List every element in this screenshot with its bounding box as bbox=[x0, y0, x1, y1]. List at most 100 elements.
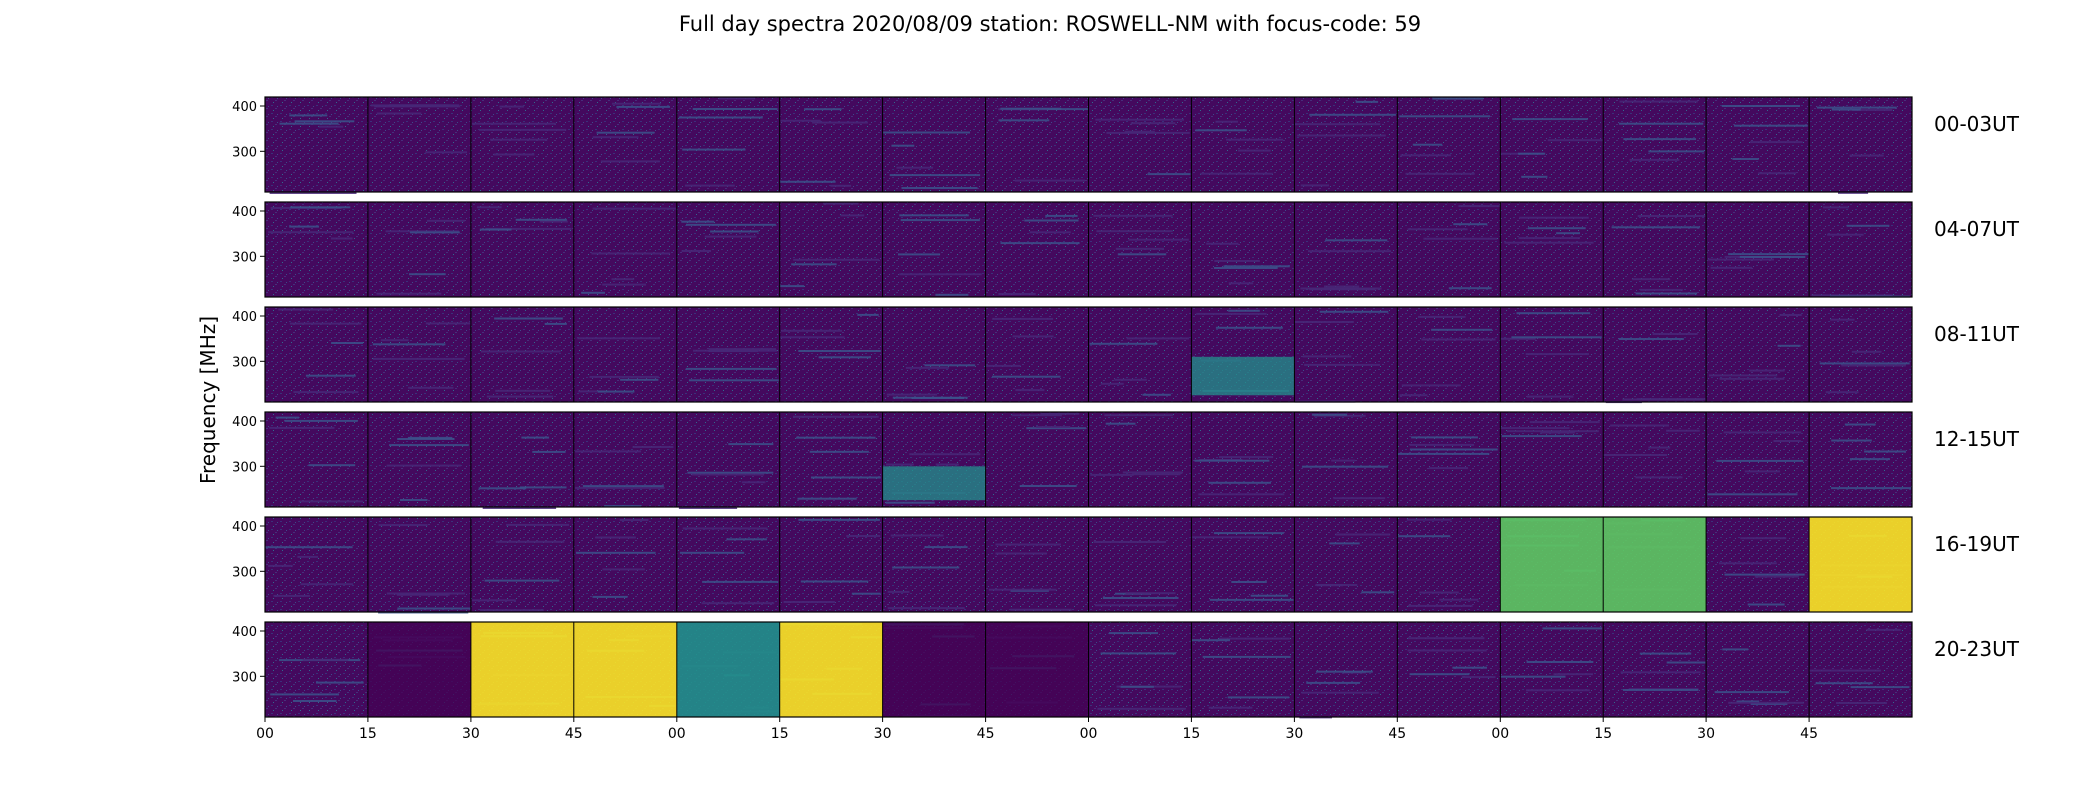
spectra-streak bbox=[1238, 149, 1271, 152]
spectra-streak bbox=[1838, 191, 1869, 194]
spectra-streak bbox=[372, 343, 446, 346]
spectra-streak bbox=[1648, 150, 1705, 153]
y-tick-label: 300 bbox=[232, 670, 257, 685]
spectra-streak bbox=[575, 450, 642, 453]
spectra-row: 400 300 00-03UT bbox=[232, 96, 2020, 194]
spectra-streak bbox=[1504, 241, 1594, 244]
spectra-streak bbox=[544, 322, 567, 325]
spectra-streak bbox=[687, 471, 774, 474]
spectra-streak bbox=[1500, 675, 1566, 678]
x-tick-label: 00 bbox=[256, 726, 274, 742]
spectra-streak bbox=[1398, 452, 1490, 455]
spectra-streak bbox=[1827, 233, 1864, 236]
spectra-streak bbox=[409, 273, 446, 276]
spectra-streak bbox=[1228, 309, 1260, 312]
x-tick-label: 30 bbox=[1697, 726, 1715, 742]
spectra-streak bbox=[426, 219, 465, 222]
spectra-streak bbox=[1526, 661, 1594, 663]
spectra-streak bbox=[800, 580, 869, 583]
spectra-streak bbox=[308, 464, 356, 467]
spectra-streak bbox=[397, 438, 455, 440]
spectra-streak bbox=[1851, 350, 1882, 353]
spectra-streak bbox=[1095, 118, 1184, 121]
spectra-streak bbox=[597, 390, 635, 393]
spectra-streak bbox=[269, 426, 335, 429]
row-frame bbox=[264, 306, 1913, 403]
spectra-streak bbox=[330, 237, 353, 240]
spectra-streak bbox=[681, 250, 711, 252]
spectra-streak bbox=[1620, 671, 1701, 674]
spectra-streak bbox=[1333, 497, 1386, 500]
spectra-streak bbox=[409, 231, 460, 234]
spectra-streak bbox=[797, 497, 857, 500]
spectra-streak bbox=[898, 253, 941, 256]
spectra-streak bbox=[1728, 701, 1804, 704]
spectra-streak bbox=[1120, 685, 1154, 688]
x-tick-label: 00 bbox=[668, 726, 686, 742]
spectra-streak bbox=[1501, 435, 1582, 438]
spectra-streak bbox=[1722, 648, 1749, 651]
spectra-streak bbox=[1223, 265, 1290, 268]
spectra-streak bbox=[701, 602, 775, 605]
spectra-streak bbox=[692, 108, 778, 110]
spectra-streak bbox=[710, 230, 759, 233]
spectra-streak bbox=[632, 446, 674, 448]
spectra-streak bbox=[1527, 395, 1574, 398]
spectra-streak bbox=[1325, 239, 1388, 242]
spectra-streak bbox=[1815, 682, 1873, 685]
spectra-streak bbox=[901, 187, 978, 189]
spectra-streak bbox=[1102, 597, 1179, 599]
spectra-streak bbox=[532, 450, 566, 453]
spectra-streak bbox=[1618, 338, 1684, 340]
spectra-streak bbox=[1666, 429, 1700, 432]
y-tick-label: 400 bbox=[232, 520, 257, 535]
spectra-streak bbox=[1215, 120, 1238, 123]
spectra-streak bbox=[1773, 440, 1801, 442]
spectra-streak bbox=[702, 580, 779, 583]
y-tick-label: 400 bbox=[232, 100, 257, 115]
spectra-streak bbox=[1732, 158, 1759, 160]
spectra-streak bbox=[1511, 336, 1602, 339]
spectra-streak bbox=[887, 607, 965, 610]
x-tick-label: 45 bbox=[565, 726, 583, 742]
spectra-streak bbox=[486, 395, 554, 398]
spectra-streak bbox=[1852, 109, 1893, 111]
spectra-streak bbox=[1108, 632, 1158, 635]
row-frame bbox=[264, 96, 1913, 193]
spectra-streak bbox=[1618, 122, 1704, 125]
spectra-streak bbox=[1409, 448, 1498, 451]
spectra-streak bbox=[592, 136, 639, 139]
row-label: 08-11UT bbox=[1934, 322, 2020, 346]
spectra-streak bbox=[935, 463, 959, 466]
spectra-streak bbox=[1831, 487, 1911, 490]
spectra-streak bbox=[1010, 589, 1049, 592]
spectra-streak bbox=[575, 486, 665, 489]
spectra-streak bbox=[265, 546, 353, 549]
spectra-streak bbox=[1553, 673, 1593, 676]
spectra-streak bbox=[1411, 436, 1478, 439]
row-frame bbox=[264, 411, 1913, 508]
spectra-streak bbox=[1115, 247, 1164, 250]
spectra-streak bbox=[1846, 224, 1890, 227]
spectra-streak bbox=[1724, 573, 1805, 576]
spectra-streak bbox=[471, 599, 516, 602]
spectra-streak bbox=[1830, 318, 1855, 321]
spectra-feature bbox=[985, 622, 1089, 717]
spectra-streak bbox=[1306, 681, 1361, 684]
spectra-streak bbox=[1740, 537, 1787, 540]
y-axis-label: Frequency [MHz] bbox=[196, 316, 220, 484]
spectra-streak bbox=[1777, 344, 1801, 347]
spectra-streak bbox=[374, 105, 461, 108]
spectra-streak bbox=[578, 390, 606, 393]
spectra-streak bbox=[1629, 158, 1680, 161]
spectra-streak bbox=[1421, 338, 1496, 341]
x-tick-label: 45 bbox=[1388, 726, 1406, 742]
spectra-streak bbox=[611, 102, 662, 105]
spectra-streak bbox=[1739, 256, 1806, 258]
spectra-streak bbox=[297, 555, 319, 558]
spectra-streak bbox=[890, 534, 944, 537]
spectra-streak bbox=[1308, 250, 1392, 253]
x-tick-label: 15 bbox=[1182, 726, 1200, 742]
spectra-streak bbox=[992, 317, 1054, 320]
